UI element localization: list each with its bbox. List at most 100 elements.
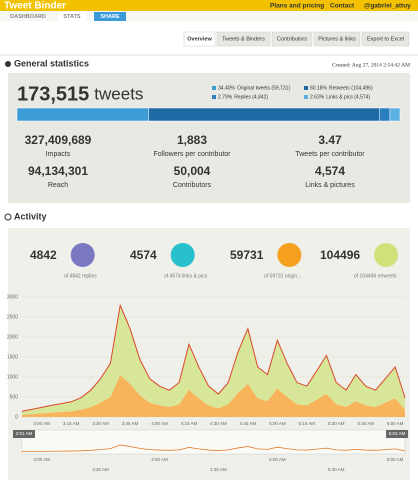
stat-label: Contributors [173,182,212,189]
stat-label: Impacts [46,151,71,158]
tab-bar [0,11,418,21]
nav-button[interactable] [313,31,361,47]
navigator-label: 3:00 AM [33,457,50,462]
total-tweets: 173,515 [17,83,89,105]
legend-icon [304,86,308,90]
tab[interactable] [6,12,50,21]
x-tick-label: 3:30 AM [92,421,109,426]
tab-label[interactable]: STATS [63,14,81,20]
counter-circle [70,243,95,267]
stat-value: 50,004 [174,164,211,178]
header-link[interactable]: Contact [330,3,355,10]
nav-button[interactable] [216,31,271,47]
legend-percent: 60.18% [310,85,328,91]
stat-value: 3.47 [318,133,342,147]
header-link[interactable]: Plans and pricing [270,3,324,10]
stat-label: Followers per contributor [153,151,231,158]
nav-button[interactable] [271,31,313,47]
stat-label: Tweets per contributor [295,151,365,158]
navigator-label: 3:30 AM [92,467,109,472]
tab-label[interactable]: DASHBOARD [10,14,46,20]
stats-panel [8,73,410,203]
stat-label: Links & pictures [305,182,355,189]
navigator-start: 2:51 AM [16,431,33,436]
y-tick-label: 2000 [7,334,18,340]
breakdown-segment [16,107,150,122]
counter-value: 104496 [320,248,360,262]
x-tick-label: 4:30 AM [210,421,227,426]
counter-label: of 4842 replies [64,273,97,279]
total-line [21,303,406,412]
y-tick-label: 500 [10,394,19,400]
legend-icon [212,95,216,99]
navigator-label: 5:30 AM [328,467,345,472]
counter-label: of 104496 retweets [354,273,397,279]
stat-value: 1,883 [177,133,207,147]
tab-label[interactable]: SHARE [100,14,120,20]
legend-percent: 34.40% [218,85,236,91]
counter-circle [170,243,195,267]
legend-icon [304,95,308,99]
navigator-line [21,444,406,453]
counter-circle [277,243,302,267]
navigator-handle[interactable] [386,430,408,438]
nav-label[interactable]: Contributors [277,36,307,42]
counter-value: 4574 [130,248,157,262]
x-tick-label: 6:00 AM [387,421,404,426]
nav-label[interactable]: Overview [187,36,212,42]
created: Created: Aug 27, 2014 2:54:42 AM [332,62,410,68]
x-tick-label: 5:00 AM [269,421,286,426]
stat-value: 4,574 [315,164,345,178]
counter-circle [374,243,399,267]
y-tick-label: 0 [15,414,18,420]
nav-button[interactable] [361,31,410,47]
y-tick-label: 1000 [7,374,18,380]
stats-icon [5,61,11,67]
breakdown-segment [148,107,380,122]
navigator-label: 5:00 AM [269,457,286,462]
tab[interactable] [94,12,126,21]
x-tick-label: 4:45 AM [240,421,257,426]
navigator-end: 6:03 AM [389,431,406,436]
counter-value: 4842 [30,248,57,262]
y-tick-label: 3000 [7,294,18,300]
y-tick-label: 1500 [7,354,18,360]
navigator-label: 4:00 AM [151,457,168,462]
x-tick-label: 5:45 AM [357,421,374,426]
counter-value: 59731 [230,248,264,262]
x-tick-label: 4:15 AM [181,421,198,426]
stat-value: 327,409,689 [25,133,92,147]
area [22,375,405,417]
counter-label: of 59731 origin... [264,273,301,279]
legend-label: Replies (4,842) [234,94,268,100]
x-tick-label: 5:30 AM [328,421,345,426]
x-tick-label: 3:00 AM [33,421,50,426]
section-title: Activity [14,211,47,221]
nav-label[interactable]: Export to Excel [367,36,404,42]
activity-icon [4,213,12,221]
stat-label: Reach [48,182,68,189]
navigator-label: 6:00 AM [387,457,404,462]
breakdown-segment [389,107,401,122]
nav-button[interactable] [183,31,216,47]
x-tick-label: 4:00 AM [151,421,168,426]
nav-label[interactable]: Tweets & Binders [222,36,265,42]
navigator-handle[interactable] [13,430,35,438]
y-tick-label: 2500 [7,314,18,320]
top-bar [0,0,418,11]
legend-label: Retweets (104,496) [329,85,373,91]
breakdown-segment [378,107,391,122]
area [22,305,405,415]
stat-value: 94,134,301 [28,164,88,178]
counter-label: of 4574 links & pics [164,273,208,279]
header-link[interactable]: @gabriel_attuy [364,3,411,10]
legend-label: Links & pics (4,574) [326,94,370,100]
tab[interactable] [58,12,86,21]
legend-label: Original tweets (59,731) [237,85,290,91]
legend-percent: 2.79% [218,94,233,100]
nav-label[interactable]: Pictures & links [318,36,356,42]
x-tick-label: 3:45 AM [122,421,139,426]
x-tick-label: 5:15 AM [299,421,316,426]
